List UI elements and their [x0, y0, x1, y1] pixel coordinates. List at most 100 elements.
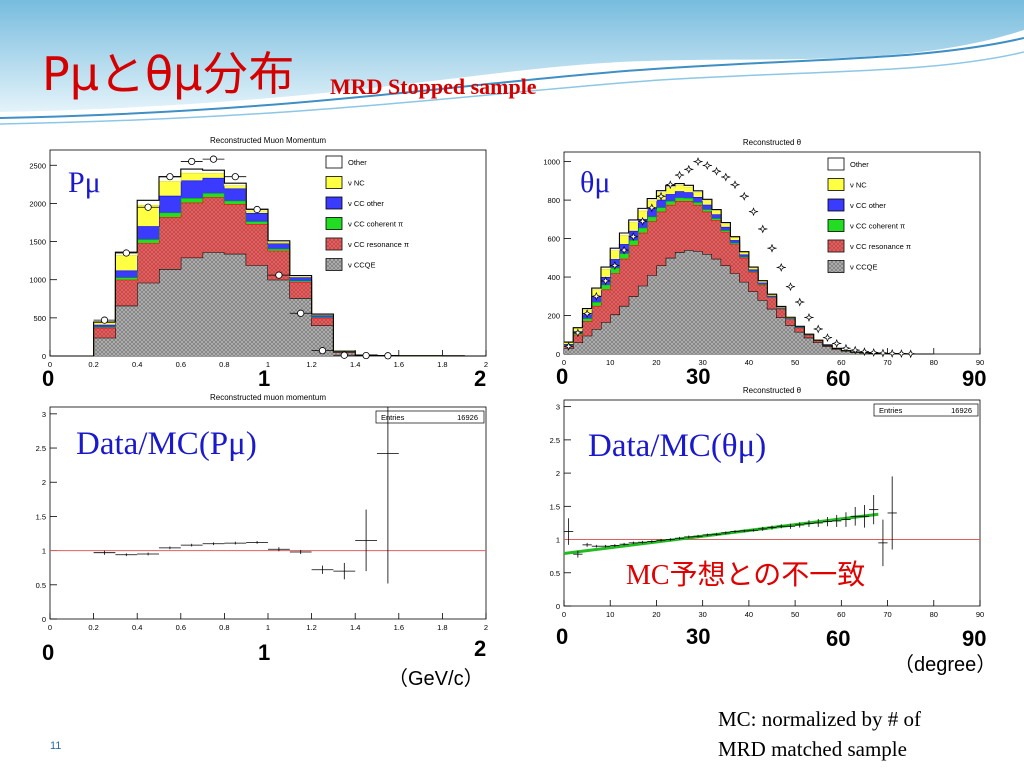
theta-bottom-axis-60: 60	[826, 626, 851, 651]
x-tick-label: 0	[562, 610, 566, 619]
x-tick-label: 50	[791, 358, 799, 367]
data-point	[684, 164, 694, 174]
legend-entry: ν CC resonance π	[850, 242, 911, 251]
y-tick-label: 2.5	[550, 436, 560, 445]
data-point	[841, 343, 851, 353]
data-point	[340, 351, 348, 359]
legend-entry: ν CC resonance π	[348, 240, 409, 249]
slide-title: Pμとθμ分布	[42, 47, 295, 101]
data-point	[318, 347, 327, 355]
data-point	[275, 271, 283, 279]
stack-band	[50, 172, 486, 356]
data-point	[730, 180, 740, 190]
data-point	[564, 341, 574, 351]
chart-title: Reconstructed θ	[743, 138, 802, 147]
y-tick-label: 1	[556, 536, 560, 545]
y-tick-label: 0	[42, 352, 46, 361]
data-point	[362, 351, 370, 360]
x-tick-label: 90	[976, 610, 984, 619]
data-point	[702, 161, 712, 170]
x-tick-label: 10	[606, 358, 614, 367]
header-wave-decoration	[0, 0, 1024, 125]
x-tick-label: 1.4	[350, 360, 360, 369]
stack-band-hatch	[564, 201, 934, 354]
data-point	[166, 173, 174, 181]
x-tick-label: 90	[976, 358, 984, 367]
data-point	[297, 309, 305, 317]
y-tick-label: 1	[42, 547, 46, 556]
data-point	[860, 347, 869, 357]
theta-top-axis-60: 60	[826, 366, 851, 391]
theta-top-axis-0: 0	[556, 364, 569, 389]
x-tick-label: 0.6	[176, 360, 186, 369]
legend-entry: ν CCQE	[850, 263, 878, 272]
x-tick-label: 1.6	[394, 360, 404, 369]
data-point	[712, 166, 721, 176]
p-unit-label: （GeV/c）	[388, 668, 484, 690]
entries-box: Entries 16926	[873, 403, 979, 417]
theta-ratio-plot: 0 10 20 30 40 50 60 70 80 90 0 0.5 1 1.5 2 2.5 3 Reconstr…	[550, 386, 985, 619]
y-tick-label: 0.5	[550, 569, 560, 578]
theta-top-axis-30: 30	[686, 364, 711, 389]
data-point	[144, 203, 152, 211]
data-point	[384, 352, 392, 360]
theta-histogram: 0 10 20 30 40 50 60 70 80 90 0 200 400 600 800 1000 Reco…	[543, 138, 984, 367]
data-point	[573, 328, 583, 338]
theta-top-label: θμ	[580, 166, 611, 199]
y-tick-label: 1000	[543, 158, 560, 167]
p-bottom-axis-0: 0	[42, 640, 55, 665]
data-point	[887, 348, 897, 358]
x-tick-label: 0	[48, 623, 52, 632]
x-tick-label: 1.2	[306, 360, 316, 369]
y-tick-label: 2	[42, 478, 46, 487]
y-tick-label: 600	[547, 235, 560, 244]
slide-number: 11	[50, 740, 62, 752]
legend-swatch	[827, 198, 845, 212]
p-top-label: Pμ	[68, 166, 101, 199]
x-tick-label: 1.2	[306, 623, 316, 632]
y-tick-label: 1.5	[550, 502, 560, 511]
data-point	[231, 173, 239, 181]
legend-swatch-hatch	[326, 238, 342, 250]
y-tick-label: 400	[547, 273, 560, 282]
legend-entry: ν NC	[850, 181, 867, 190]
x-tick-label: 20	[652, 358, 660, 367]
data-point	[767, 243, 777, 253]
data-point	[656, 191, 666, 201]
x-tick-label: 1.8	[437, 623, 447, 632]
x-tick-label: 2	[484, 360, 488, 369]
legend-swatch	[325, 176, 343, 189]
data-point	[675, 170, 684, 180]
x-tick-label: 1.8	[437, 360, 447, 369]
legend-entry: ν CCQE	[348, 261, 376, 270]
y-tick-label: 2.5	[36, 444, 46, 453]
legend-swatch	[325, 196, 343, 210]
data-point	[869, 348, 879, 357]
data-point	[209, 155, 218, 163]
theta-unit-label: （degree）	[894, 654, 997, 676]
data-point	[795, 297, 805, 307]
legend: Other ν NC ν CC other ν CC coherent π ν CC r…	[325, 155, 409, 271]
entries-box: Entries 16926	[375, 410, 485, 424]
plot-frame	[563, 399, 981, 607]
p-top-axis-2: 2	[474, 366, 487, 391]
x-tick-label: 50	[791, 610, 799, 619]
slide-subtitle: MRD Stopped sample	[330, 74, 537, 99]
x-tick-label: 1	[266, 623, 270, 632]
x-tick-label: 10	[606, 610, 614, 619]
legend-swatch	[827, 157, 845, 171]
data-point	[804, 313, 814, 322]
momentum-ratio-panel: 0 0.2 0.4 0.6 0.8 1 1.2 1.4 1.6 1.8 2 0 0.5 1 1.5 2 2.5 3…	[14, 393, 506, 635]
data-point	[721, 172, 731, 182]
x-tick-label: 70	[883, 610, 891, 619]
data-point	[786, 282, 795, 292]
data-point	[591, 291, 601, 301]
x-tick-label: 80	[930, 610, 938, 619]
x-tick-label: 0.8	[219, 360, 229, 369]
theta-bottom-axis-30: 30	[686, 624, 711, 649]
momentum-histogram-panel: 0 0.2 0.4 0.6 0.8 1 1.2 1.4 1.6 1.8 2 0 500 1000 1500 2…	[14, 128, 506, 390]
p-ratio-label: Data/MC(Pμ)	[76, 426, 257, 462]
entries-box-frame	[873, 403, 979, 417]
data-point	[619, 245, 629, 255]
p-bottom-axis-2: 2	[474, 636, 487, 661]
